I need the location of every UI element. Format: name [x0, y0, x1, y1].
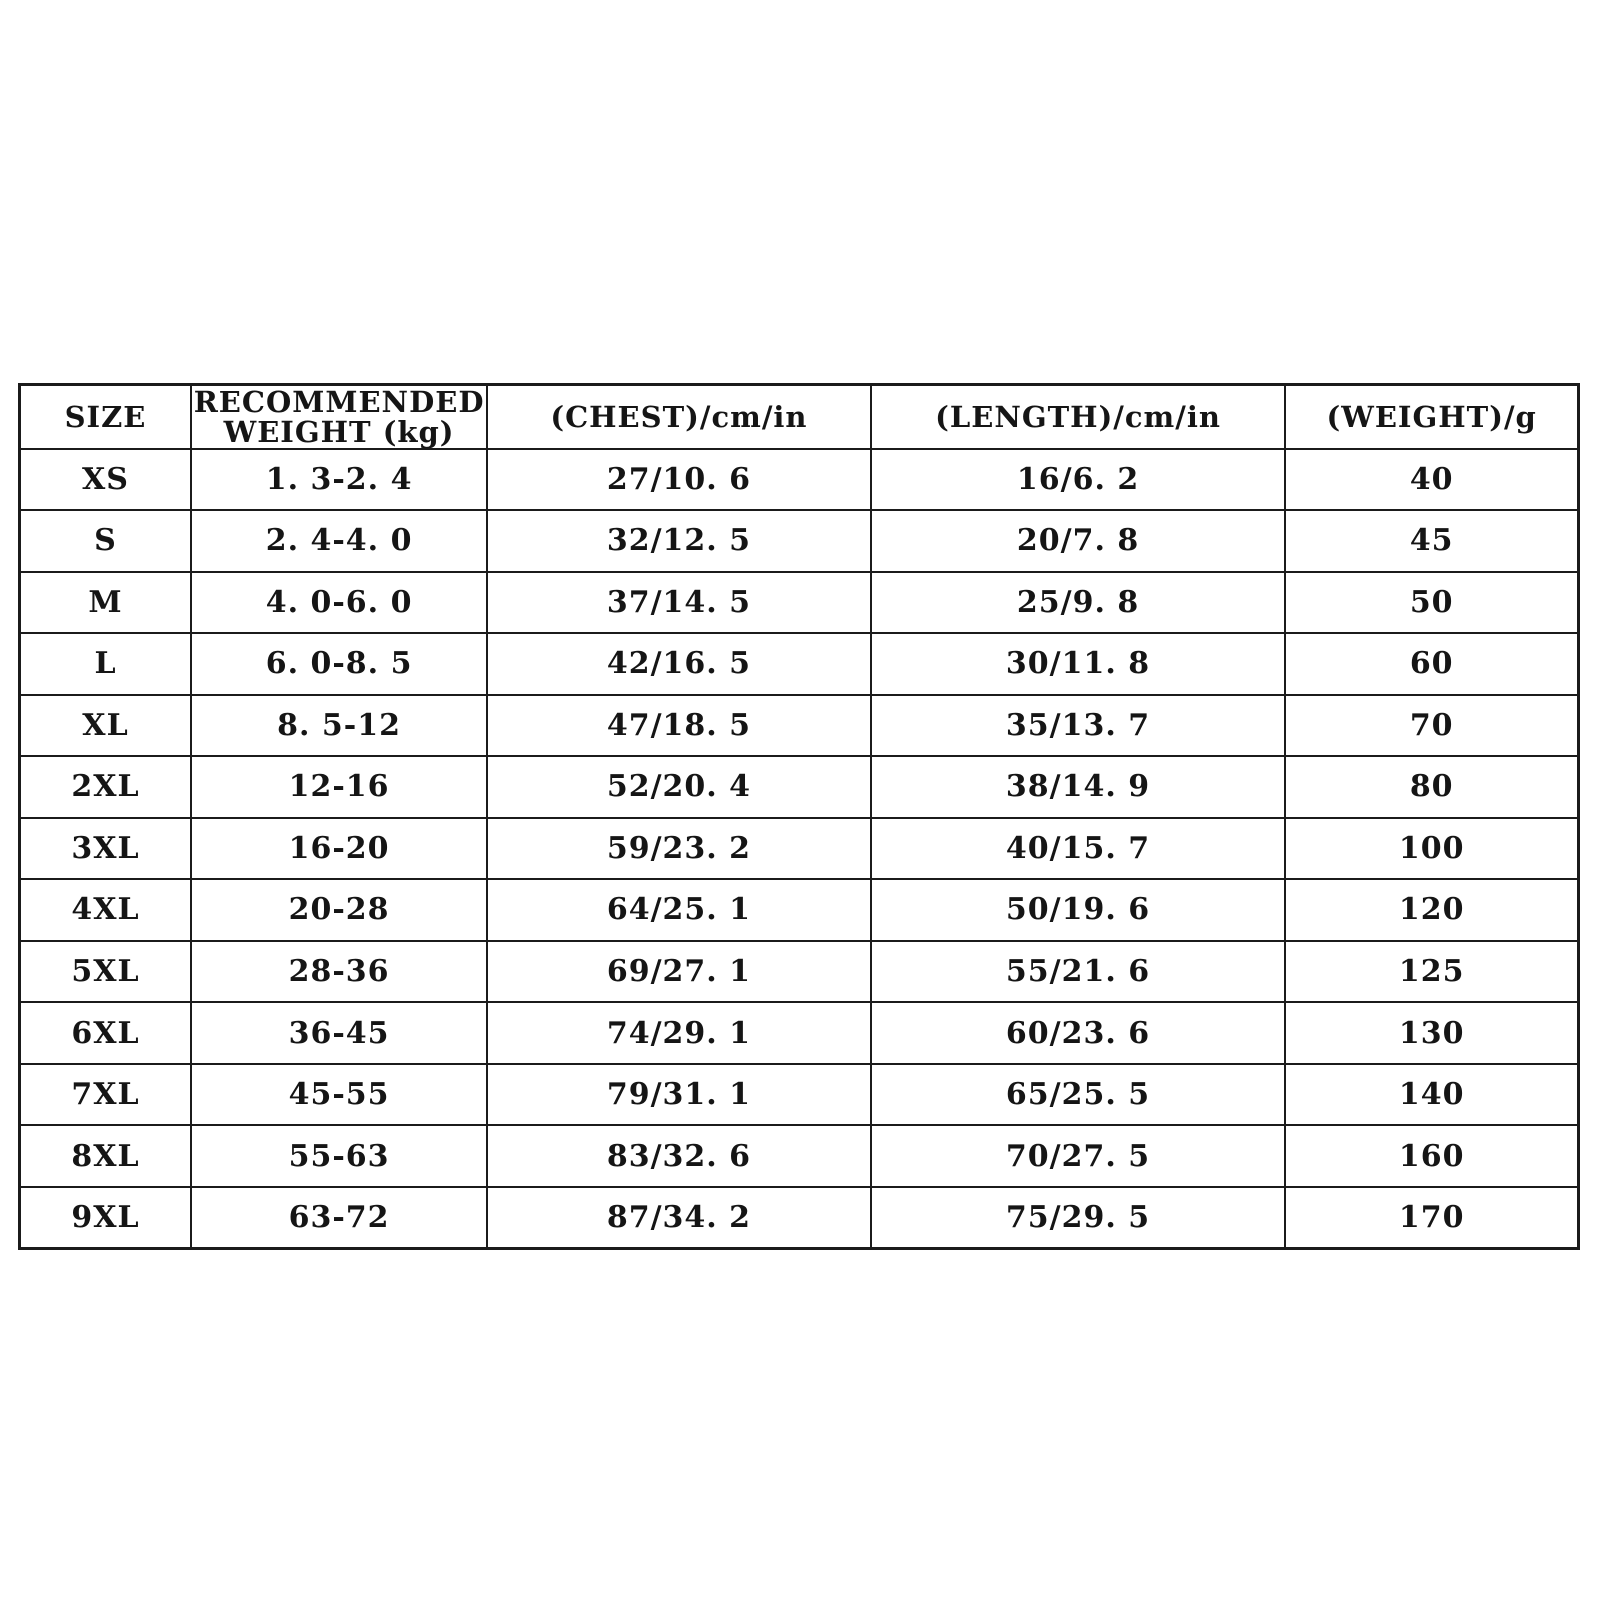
- size-cell: M: [18, 570, 192, 635]
- table-header: SIZE RECOMMENDED WEIGHT (kg) (CHEST)/cm/…: [18, 383, 1580, 450]
- weight-cell: 100: [1284, 816, 1580, 881]
- length-cell: 16/6. 2: [869, 447, 1287, 512]
- chest-cell: 64/25. 1: [486, 878, 872, 942]
- table-row: 9XL 63-72 87/34. 2 75/29. 5 170: [18, 1185, 1580, 1250]
- size-chart: SIZE RECOMMENDED WEIGHT (kg) (CHEST)/cm/…: [18, 383, 1580, 1250]
- chest-cell: 79/31. 1: [486, 1062, 872, 1127]
- recommended-weight-cell: 12-16: [189, 755, 489, 819]
- length-cell: 38/14. 9: [869, 755, 1287, 819]
- recommended-weight-cell: 16-20: [189, 816, 489, 881]
- length-cell: 55/21. 6: [869, 939, 1287, 1004]
- table-row: 3XL 16-20 59/23. 2 40/15. 7 100: [18, 816, 1580, 881]
- length-cell: 65/25. 5: [869, 1062, 1287, 1127]
- size-cell: 2XL: [18, 755, 192, 819]
- weight-cell: 130: [1284, 1001, 1580, 1065]
- size-cell: XL: [18, 693, 192, 758]
- size-cell: 4XL: [18, 878, 192, 942]
- chest-cell: 69/27. 1: [486, 939, 872, 1004]
- col-header-chest: (CHEST)/cm/in: [486, 383, 872, 450]
- chest-cell: 83/32. 6: [486, 1124, 872, 1188]
- size-cell: 6XL: [18, 1001, 192, 1065]
- weight-cell: 170: [1284, 1185, 1580, 1250]
- weight-cell: 125: [1284, 939, 1580, 1004]
- recommended-weight-cell: 55-63: [189, 1124, 489, 1188]
- table-row: 6XL 36-45 74/29. 1 60/23. 6 130: [18, 1001, 1580, 1065]
- table-row: S 2. 4-4. 0 32/12. 5 20/7. 8 45: [18, 509, 1580, 573]
- header-row: SIZE RECOMMENDED WEIGHT (kg) (CHEST)/cm/…: [18, 383, 1580, 450]
- length-cell: 50/19. 6: [869, 878, 1287, 942]
- table-row: 4XL 20-28 64/25. 1 50/19. 6 120: [18, 878, 1580, 942]
- col-header-length: (LENGTH)/cm/in: [869, 383, 1287, 450]
- table-row: 8XL 55-63 83/32. 6 70/27. 5 160: [18, 1124, 1580, 1188]
- length-cell: 40/15. 7: [869, 816, 1287, 881]
- recommended-weight-cell: 20-28: [189, 878, 489, 942]
- chest-cell: 87/34. 2: [486, 1185, 872, 1250]
- col-header-size: SIZE: [18, 383, 192, 450]
- chest-cell: 32/12. 5: [486, 509, 872, 573]
- recommended-weight-cell: 63-72: [189, 1185, 489, 1250]
- weight-cell: 60: [1284, 632, 1580, 696]
- chest-cell: 59/23. 2: [486, 816, 872, 881]
- weight-cell: 50: [1284, 570, 1580, 635]
- table-row: 5XL 28-36 69/27. 1 55/21. 6 125: [18, 939, 1580, 1004]
- weight-cell: 80: [1284, 755, 1580, 819]
- size-cell: 3XL: [18, 816, 192, 881]
- size-cell: 7XL: [18, 1062, 192, 1127]
- weight-cell: 120: [1284, 878, 1580, 942]
- recommended-weight-cell: 2. 4-4. 0: [189, 509, 489, 573]
- recommended-weight-cell: 36-45: [189, 1001, 489, 1065]
- col-header-recommended-weight-line2: WEIGHT (kg): [223, 414, 455, 449]
- length-cell: 20/7. 8: [869, 509, 1287, 573]
- size-cell: 8XL: [18, 1124, 192, 1188]
- size-cell: 9XL: [18, 1185, 192, 1250]
- recommended-weight-cell: 45-55: [189, 1062, 489, 1127]
- weight-cell: 160: [1284, 1124, 1580, 1188]
- col-header-recommended-weight: RECOMMENDED WEIGHT (kg): [189, 383, 489, 450]
- col-header-recommended-weight-line1: RECOMMENDED: [193, 384, 485, 419]
- table-row: XS 1. 3-2. 4 27/10. 6 16/6. 2 40: [18, 447, 1580, 512]
- table-row: 7XL 45-55 79/31. 1 65/25. 5 140: [18, 1062, 1580, 1127]
- chest-cell: 27/10. 6: [486, 447, 872, 512]
- recommended-weight-cell: 1. 3-2. 4: [189, 447, 489, 512]
- table-row: L 6. 0-8. 5 42/16. 5 30/11. 8 60: [18, 632, 1580, 696]
- length-cell: 70/27. 5: [869, 1124, 1287, 1188]
- chest-cell: 74/29. 1: [486, 1001, 872, 1065]
- length-cell: 75/29. 5: [869, 1185, 1287, 1250]
- weight-cell: 70: [1284, 693, 1580, 758]
- weight-cell: 45: [1284, 509, 1580, 573]
- size-cell: S: [18, 509, 192, 573]
- chest-cell: 42/16. 5: [486, 632, 872, 696]
- table-row: 2XL 12-16 52/20. 4 38/14. 9 80: [18, 755, 1580, 819]
- length-cell: 30/11. 8: [869, 632, 1287, 696]
- table-body: XS 1. 3-2. 4 27/10. 6 16/6. 2 40 S 2. 4-4. 0 32…: [18, 447, 1580, 1250]
- size-cell: L: [18, 632, 192, 696]
- size-chart-table: SIZE RECOMMENDED WEIGHT (kg) (CHEST)/cm/…: [18, 383, 1580, 1250]
- chest-cell: 37/14. 5: [486, 570, 872, 635]
- recommended-weight-cell: 6. 0-8. 5: [189, 632, 489, 696]
- recommended-weight-cell: 28-36: [189, 939, 489, 1004]
- size-cell: XS: [18, 447, 192, 512]
- col-header-weight: (WEIGHT)/g: [1284, 383, 1580, 450]
- length-cell: 60/23. 6: [869, 1001, 1287, 1065]
- weight-cell: 40: [1284, 447, 1580, 512]
- table-row: M 4. 0-6. 0 37/14. 5 25/9. 8 50: [18, 570, 1580, 635]
- length-cell: 35/13. 7: [869, 693, 1287, 758]
- recommended-weight-cell: 8. 5-12: [189, 693, 489, 758]
- size-cell: 5XL: [18, 939, 192, 1004]
- recommended-weight-cell: 4. 0-6. 0: [189, 570, 489, 635]
- chest-cell: 47/18. 5: [486, 693, 872, 758]
- length-cell: 25/9. 8: [869, 570, 1287, 635]
- chest-cell: 52/20. 4: [486, 755, 872, 819]
- table-row: XL 8. 5-12 47/18. 5 35/13. 7 70: [18, 693, 1580, 758]
- weight-cell: 140: [1284, 1062, 1580, 1127]
